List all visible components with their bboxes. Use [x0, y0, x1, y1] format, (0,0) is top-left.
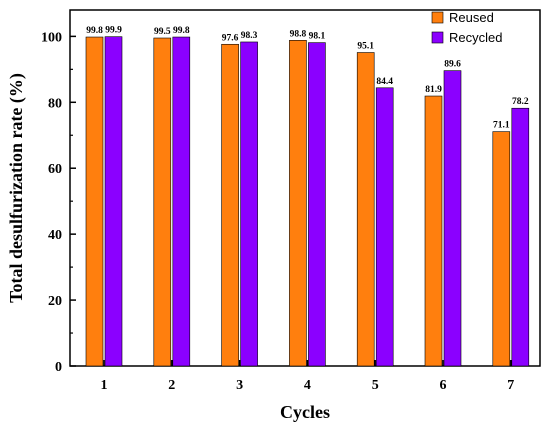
x-tick-label: 3: [236, 378, 243, 393]
bar-reused-cycle-5: [356, 52, 375, 367]
legend: Reused Recycled: [431, 10, 502, 45]
data-label-reused-cycle-1: 99.8: [86, 26, 103, 36]
bar-reused-cycle-3: [221, 43, 239, 367]
legend-label-recycled: Recycled: [449, 30, 502, 45]
bar-reused-cycle-6: [424, 95, 443, 367]
data-label-recycled-cycle-2: 99.8: [173, 26, 190, 36]
y-tick-label: 80: [48, 96, 62, 111]
data-label-reused-cycle-6: 81.9: [425, 85, 442, 95]
y-tick-label: 100: [41, 30, 62, 45]
x-tick-label: 5: [372, 378, 379, 393]
x-tick-label: 6: [440, 378, 447, 393]
bar-reused-cycle-4: [289, 40, 307, 367]
x-tick-label: 7: [507, 378, 514, 393]
x-axis: 1 2 3 4 5 6 7: [101, 360, 514, 393]
data-label-reused-cycle-5: 95.1: [357, 42, 374, 52]
x-tick-label: 1: [101, 378, 108, 393]
legend-swatch-reused: [431, 11, 444, 24]
legend-swatch-recycled: [431, 31, 444, 44]
x-tick-label: 4: [304, 378, 311, 393]
bars-group: [85, 36, 530, 367]
y-tick-label: 60: [48, 162, 62, 177]
bar-reused-cycle-2: [153, 37, 172, 367]
data-label-reused-cycle-4: 98.8: [290, 29, 307, 39]
y-tick-label: 20: [48, 294, 62, 309]
x-axis-title: Cycles: [280, 402, 330, 422]
legend-label-reused: Reused: [449, 10, 494, 25]
y-axis-title: Total desulfurization rate (%): [6, 73, 27, 303]
data-label-reused-cycle-7: 71.1: [493, 121, 510, 131]
bar-reused-cycle-1: [85, 36, 104, 367]
data-label-recycled-cycle-3: 98.3: [241, 31, 258, 41]
data-label-recycled-cycle-7: 78.2: [512, 97, 529, 107]
data-label-recycled-cycle-1: 99.9: [105, 26, 122, 36]
data-label-recycled-cycle-6: 89.6: [444, 60, 461, 70]
bar-recycled-cycle-7: [511, 107, 530, 367]
data-label-recycled-cycle-4: 98.1: [309, 32, 326, 42]
x-tick-label: 2: [168, 378, 175, 393]
y-tick-label: 0: [55, 360, 62, 375]
data-label-reused-cycle-2: 99.5: [154, 27, 171, 37]
data-label-recycled-cycle-5: 84.4: [376, 77, 393, 87]
bar-recycled-cycle-4: [308, 42, 326, 367]
bar-recycled-cycle-2: [172, 36, 191, 367]
y-axis: 0 20 40 60 80 100: [41, 30, 76, 375]
y-tick-label: 40: [48, 228, 62, 243]
bar-recycled-cycle-1: [104, 36, 123, 367]
bar-reused-cycle-7: [492, 131, 511, 367]
data-label-reused-cycle-3: 97.6: [222, 33, 239, 43]
data-labels-group: 99.8 99.9 99.5 99.897.6 98.3 98.8 98.195.184.4…: [86, 26, 529, 131]
bar-recycled-cycle-6: [443, 70, 462, 367]
bar-recycled-cycle-5: [375, 87, 394, 367]
bar-recycled-cycle-3: [240, 41, 258, 367]
